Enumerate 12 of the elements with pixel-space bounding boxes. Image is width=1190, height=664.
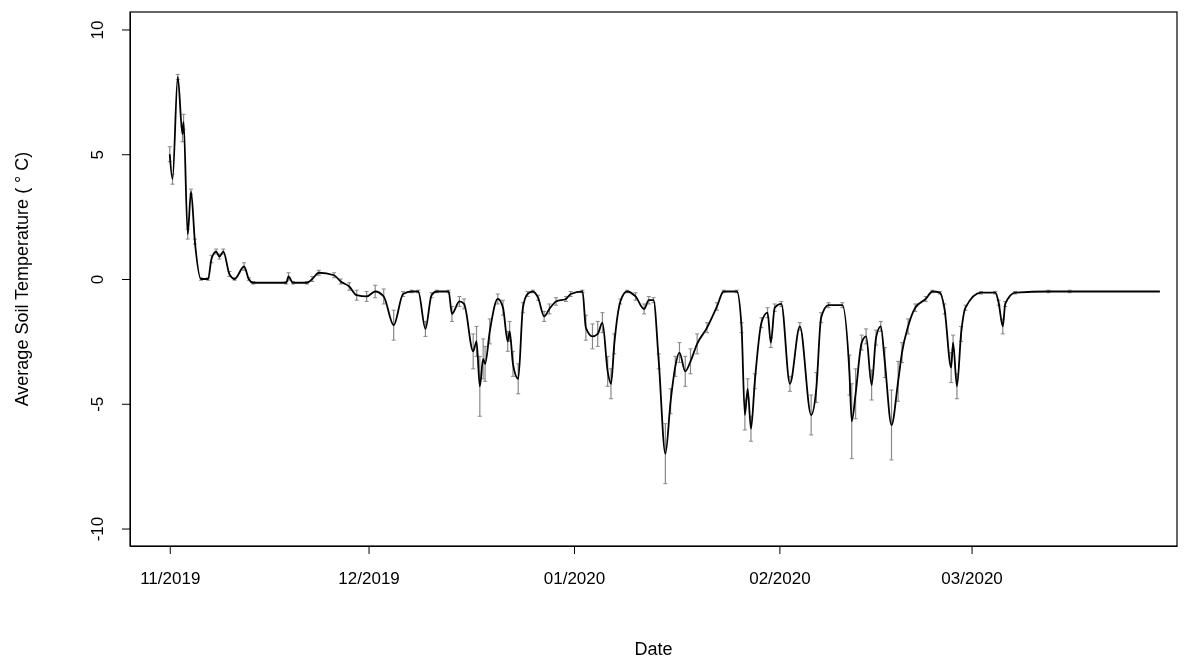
- x-tick-label: 02/2020: [749, 569, 811, 589]
- y-tick-label: 5: [88, 150, 107, 160]
- y-tick-label: -10: [88, 516, 107, 542]
- x-tick-label: 12/2019: [338, 569, 400, 589]
- y-tick-label: 10: [88, 20, 107, 40]
- y-tick-label: -5: [88, 396, 107, 412]
- x-tick-label: 11/2019: [140, 569, 201, 589]
- x-tick-label: 03/2020: [941, 569, 1003, 589]
- x-axis-title: Date: [634, 639, 673, 659]
- y-axis-title: Average Soil Temperature ( ° C): [12, 151, 32, 407]
- x-tick-label: 01/2020: [543, 569, 606, 589]
- y-tick-label: 0: [88, 274, 107, 285]
